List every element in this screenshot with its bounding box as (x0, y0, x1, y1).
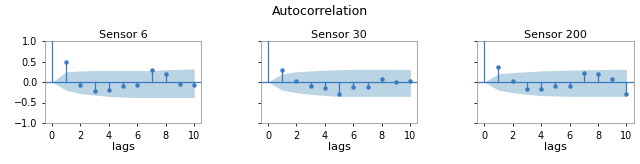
X-axis label: lags: lags (544, 142, 567, 152)
Title: Sensor 200: Sensor 200 (524, 30, 587, 40)
Text: Autocorrelation: Autocorrelation (272, 5, 368, 18)
Title: Sensor 30: Sensor 30 (311, 30, 367, 40)
Title: Sensor 6: Sensor 6 (99, 30, 147, 40)
X-axis label: lags: lags (328, 142, 351, 152)
X-axis label: lags: lags (111, 142, 134, 152)
